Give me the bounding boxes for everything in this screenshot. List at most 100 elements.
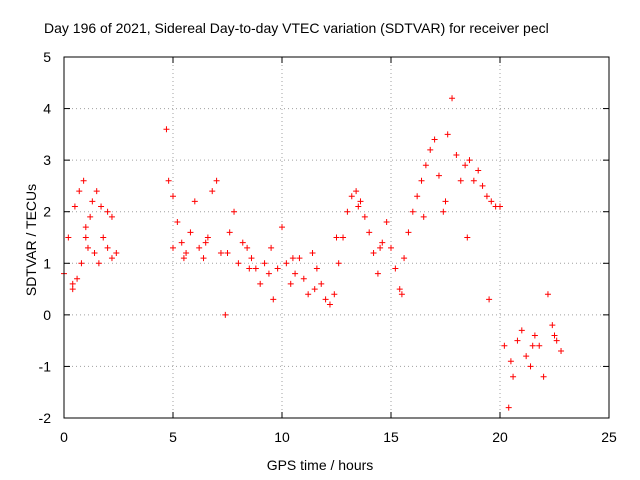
data-point [344,208,351,215]
data-point [252,265,259,272]
data-point [78,260,85,267]
data-point [431,136,438,143]
data-point [507,358,514,365]
data-point [296,255,303,262]
data-point [420,213,427,220]
y-tick-label: 5 [43,49,51,65]
data-point [209,188,216,195]
data-point [204,234,211,241]
data-point [401,255,408,262]
axis-ticks: 0 5 10 15 20 25 -2 -1 0 1 2 3 4 5 [39,49,617,445]
data-point [366,229,373,236]
x-tick-label: 5 [169,429,177,445]
y-tick-label: -2 [39,410,52,426]
data-point [457,177,464,184]
data-point [91,249,98,256]
data-point [440,208,447,215]
data-point [442,198,449,205]
data-point [488,198,495,205]
data-point [104,208,111,215]
data-point [486,296,493,303]
data-point [340,234,347,241]
data-point [370,249,377,256]
data-point [322,296,329,303]
data-point [536,342,543,349]
data-point [231,208,238,215]
data-point [82,224,89,231]
data-point [379,239,386,246]
data-point [518,327,525,334]
plot-frame [63,56,610,419]
data-point [553,337,560,344]
data-point [200,255,207,262]
y-tick-label: 3 [43,152,51,168]
y-tick-label: 2 [43,204,51,220]
y-tick-label: -1 [39,358,52,374]
data-point [71,203,78,210]
data-point [95,260,102,267]
data-point [353,188,360,195]
data-point [69,280,76,287]
data-point [108,213,115,220]
data-point [551,332,558,339]
data-point [470,177,477,184]
data-point [540,373,547,380]
data-point [475,167,482,174]
data-point [174,219,181,226]
data-point [279,224,285,231]
data-point [479,182,486,189]
data-point [335,260,342,267]
data-point [388,244,394,251]
data-point [462,162,469,169]
data-point [444,131,451,138]
data-point [222,311,229,318]
data-point [531,332,538,339]
data-point [180,255,187,262]
data-point [226,229,233,236]
x-axis-label: GPS time / hours [266,457,374,473]
data-point [292,270,299,277]
data-point [163,126,170,133]
data-point [405,229,412,236]
data-point [453,151,460,158]
data-point [224,249,231,256]
data-point [505,404,512,411]
data-point [464,234,471,241]
data-point [311,286,318,293]
x-tick-label: 10 [274,429,290,445]
data-point [418,177,425,184]
data-point [544,291,551,298]
y-axis-label: SDTVAR / TECUs [23,183,39,297]
data-point [355,203,362,210]
data-point [93,188,100,195]
data-point [361,213,368,220]
data-point [213,177,220,184]
data-point [84,244,91,251]
data-point [289,255,296,262]
data-point [435,172,442,179]
data-point [398,291,405,298]
data-point [261,260,268,267]
data-point [100,234,107,241]
data-point [483,193,490,200]
data-point [268,244,275,251]
data-point [74,275,81,282]
data-point [348,193,355,200]
data-point [265,270,272,277]
y-tick-label: 0 [43,307,51,323]
y-tick-label: 4 [43,101,51,117]
chart-title: Day 196 of 2021, Sidereal Day-to-day VTE… [44,20,549,36]
data-point [178,239,185,246]
y-tick-label: 1 [43,255,51,271]
data-point [191,198,198,205]
data-point [383,219,390,226]
data-point [414,193,421,200]
data-point [374,270,381,277]
data-point [333,234,340,241]
data-point [80,177,87,184]
data-point [196,244,203,251]
data-point [98,203,105,210]
data-point [108,255,115,262]
data-point [529,342,536,349]
